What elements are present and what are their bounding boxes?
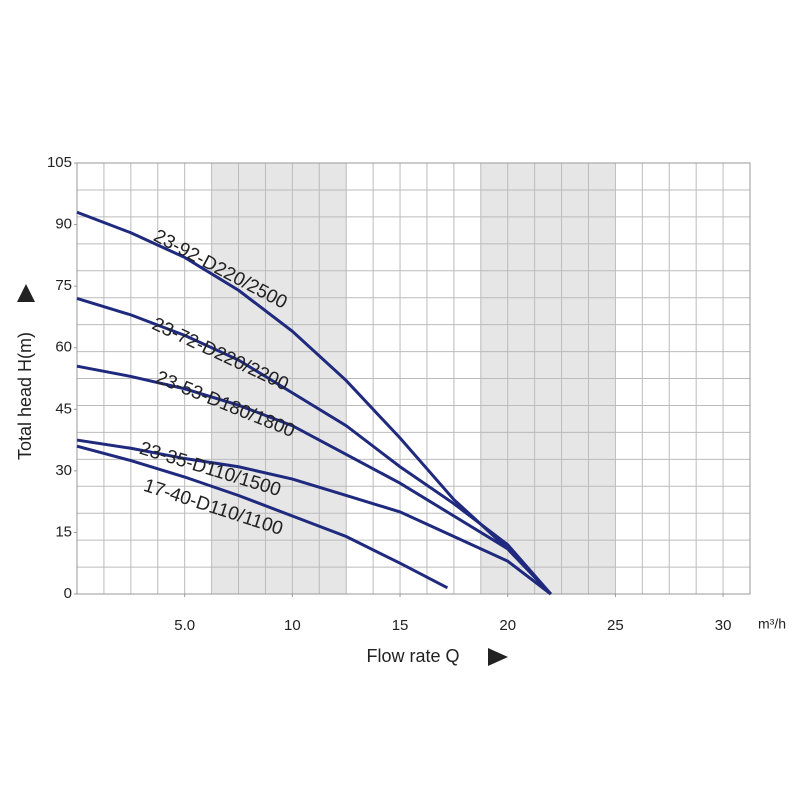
- x-tick-label: 20: [499, 617, 516, 634]
- x-tick-label: 15: [392, 617, 409, 634]
- pump-curve: [76, 364, 552, 596]
- y-tick-label: 0: [64, 585, 72, 602]
- y-tick-label: 45: [55, 400, 72, 417]
- y-axis-label: Total head H(m): [15, 332, 35, 460]
- x-axis-label: Flow rate Q: [366, 646, 459, 666]
- x-tick-label: 10: [284, 617, 301, 634]
- pump-curve: [76, 444, 449, 590]
- x-unit-label: m³/h: [758, 616, 786, 632]
- y-tick-label: 75: [55, 277, 72, 294]
- x-tick-label: 5.0: [174, 617, 195, 634]
- x-tick-label: 30: [715, 617, 732, 634]
- y-tick-label: 105: [47, 154, 72, 171]
- plot-frame: [76, 162, 751, 595]
- y-tick-label: 60: [55, 339, 72, 356]
- x-arrow: [488, 648, 508, 666]
- pump-curve: [76, 438, 552, 596]
- pump-curve: [76, 297, 552, 595]
- y-tick-label: 15: [55, 523, 72, 540]
- y-arrow: [17, 284, 35, 302]
- x-tick-label: 25: [607, 617, 624, 634]
- y-tick-label: 30: [55, 462, 72, 479]
- y-tick-label: 90: [55, 216, 72, 233]
